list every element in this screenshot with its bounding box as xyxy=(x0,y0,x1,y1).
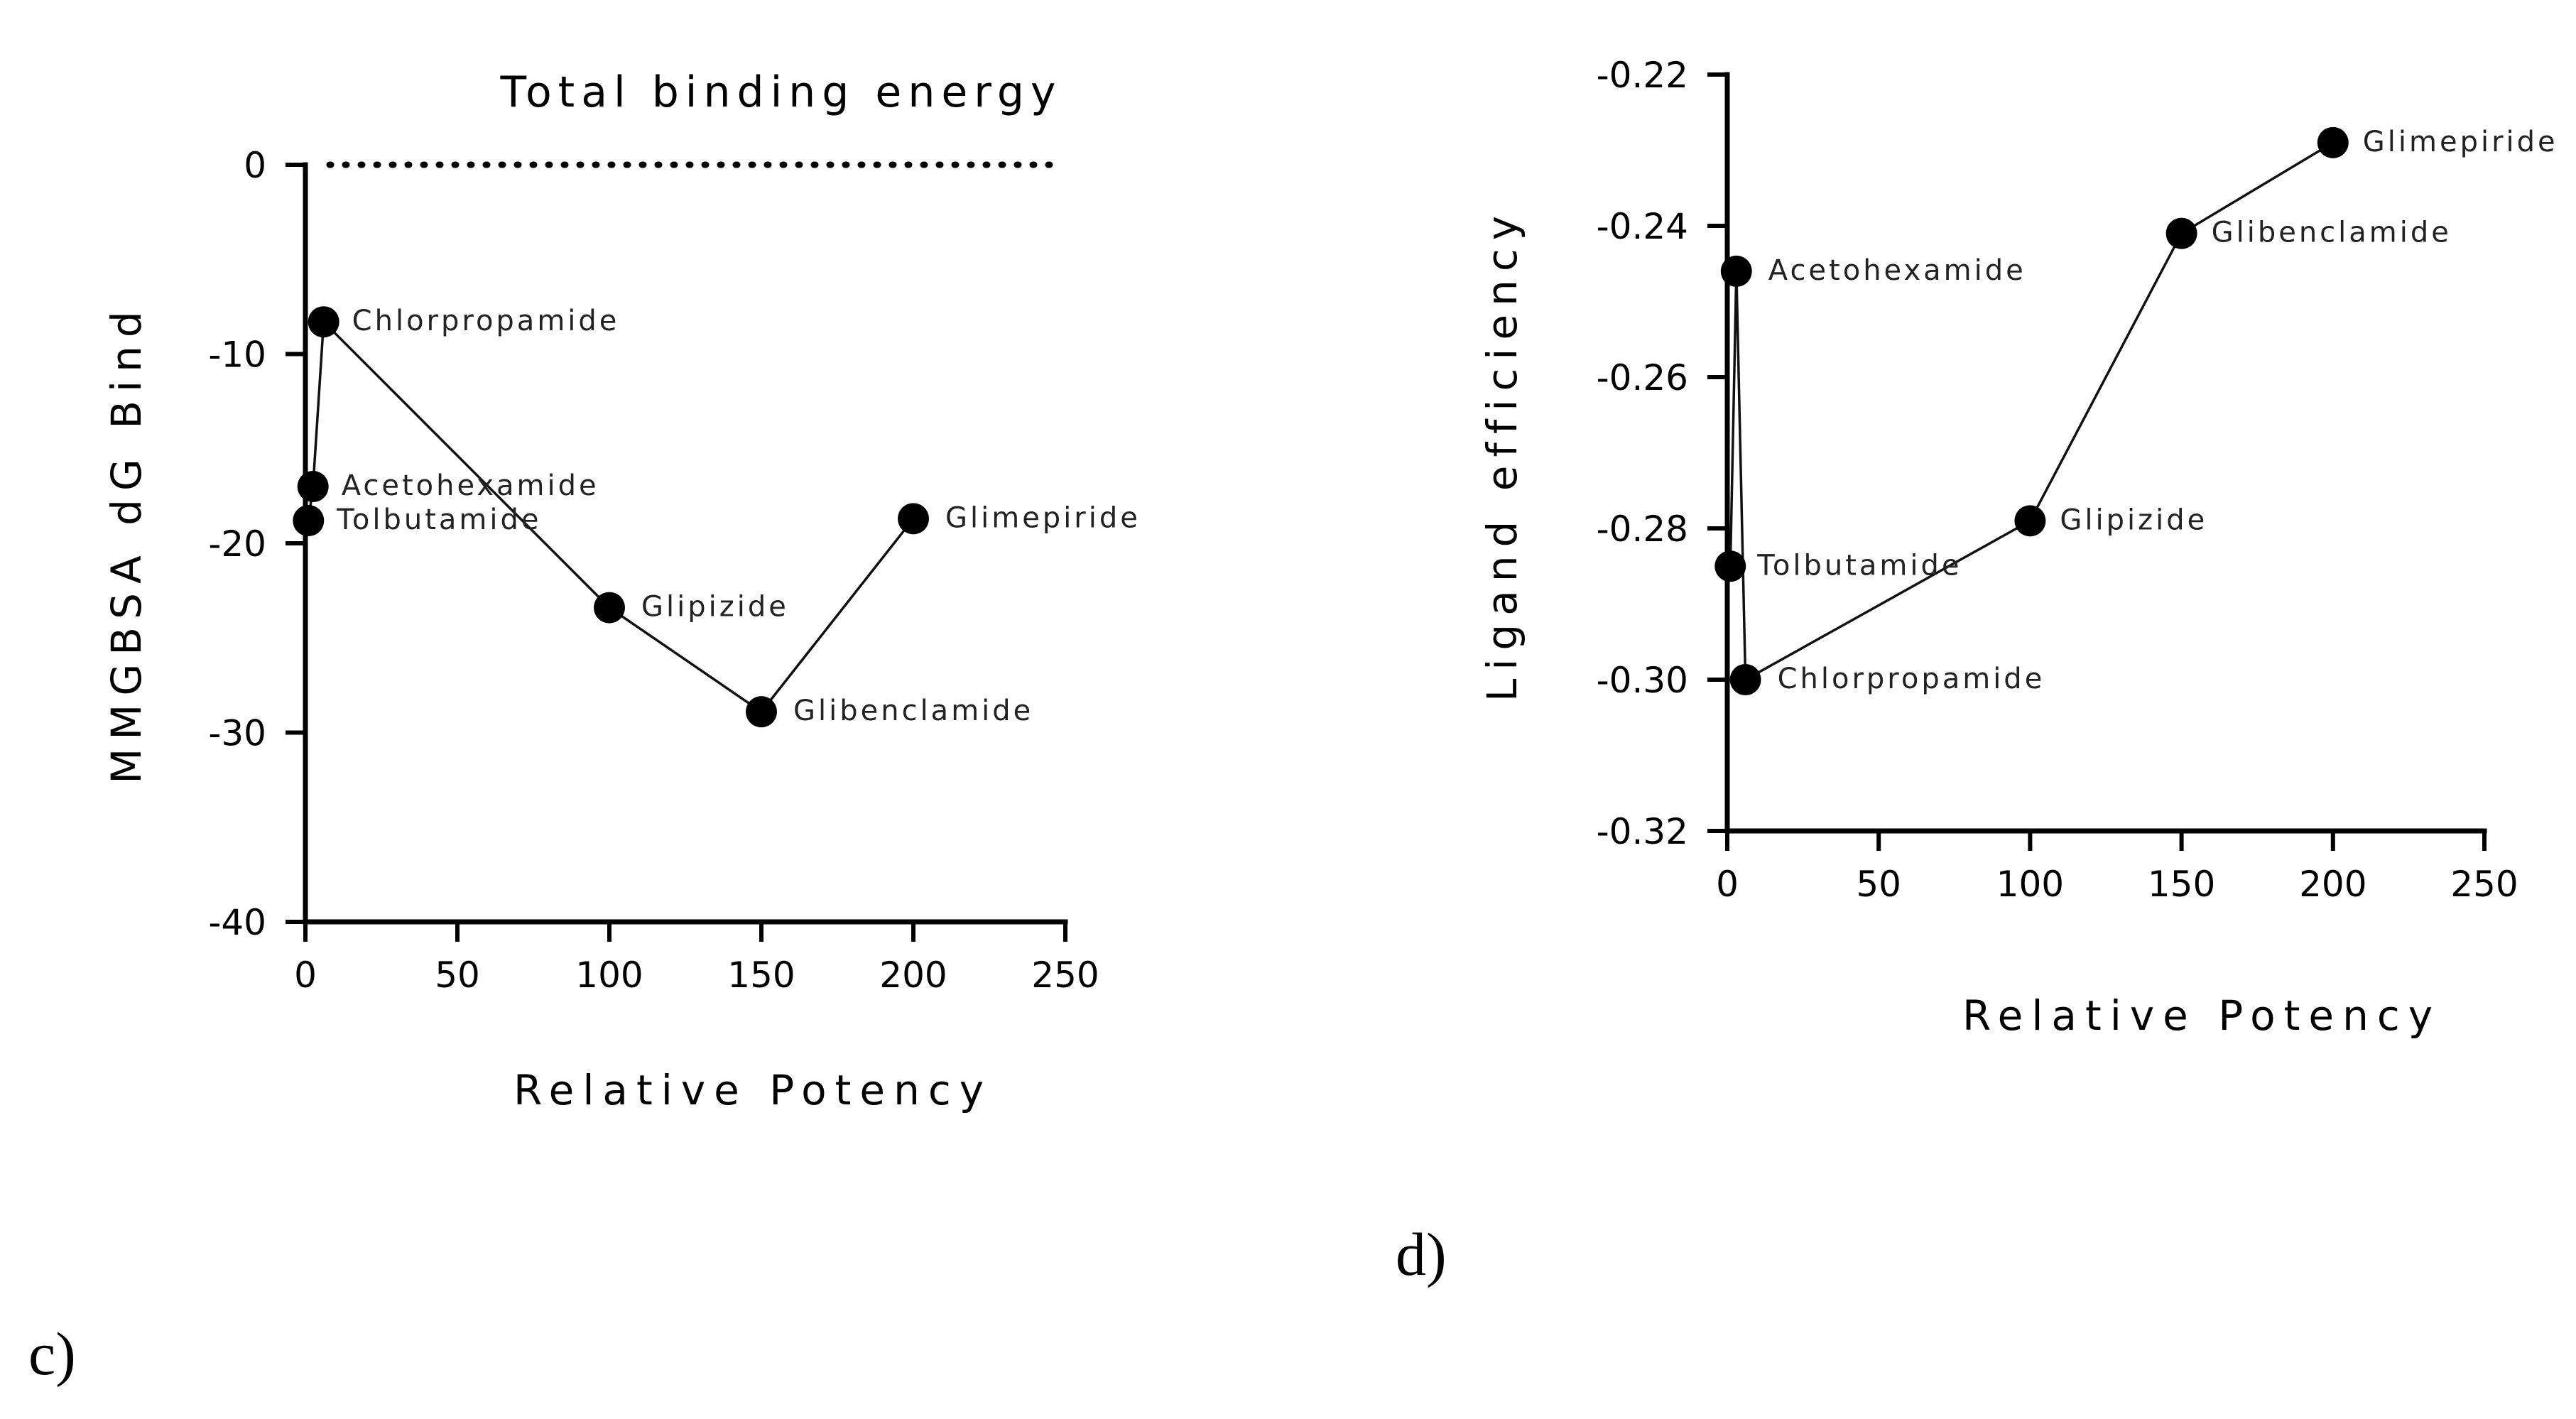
data-point-label: Chlorpropamide xyxy=(1778,663,2045,695)
y-tick-label: -0.24 xyxy=(1597,206,1688,247)
ticks-layer: 0 50 100 150 200 250 -0.22 -0.24 -0.26 -0.28 -0.30… xyxy=(1597,55,2518,905)
data-point-label: Tolbutamide xyxy=(336,504,541,536)
y-tick-label: -0.30 xyxy=(1597,660,1688,701)
x-tick-label: 100 xyxy=(1996,864,2064,905)
y-tick-label: -40 xyxy=(208,902,266,943)
ticks-layer: 0 50 100 150 200 250 0 -10 -20 -30 -40 xyxy=(208,145,1099,996)
x-tick-label: 100 xyxy=(575,955,643,996)
data-point xyxy=(2317,126,2349,158)
data-point xyxy=(308,306,339,338)
y-tick-label: -0.26 xyxy=(1597,357,1688,398)
y-tick-label: 0 xyxy=(244,145,266,186)
y-tick-label: -0.22 xyxy=(1597,55,1688,96)
x-tick-label: 150 xyxy=(727,955,795,996)
panel-label-c: c) xyxy=(28,1320,76,1388)
y-tick-label: -20 xyxy=(208,523,266,565)
chart-total-binding-energy: Total binding energy TolbutamideAcetohex… xyxy=(28,67,1141,1388)
series-layer: Tolbutamide Acetohexamide Chlorpropamide Gl… xyxy=(1714,126,2558,695)
data-point xyxy=(746,696,777,728)
data-point-label: Acetohexamide xyxy=(1768,254,2026,287)
data-point xyxy=(2165,217,2197,249)
x-tick-label: 250 xyxy=(2450,864,2518,905)
chart-title: Total binding energy xyxy=(500,67,1063,117)
data-point-label: Tolbutamide xyxy=(1756,549,1962,582)
y-tick-label: -10 xyxy=(208,335,266,376)
data-point-label: Glimepiride xyxy=(945,501,1141,534)
y-tick-label: -0.32 xyxy=(1597,811,1688,852)
data-point-label: Acetohexamide xyxy=(342,469,599,502)
data-point-label: Glibenclamide xyxy=(2212,217,2452,249)
chart-ligand-efficiency: Tolbutamide Acetohexamide Chlorpropamide Gl… xyxy=(1396,55,2558,1288)
x-axis-label: Relative Potency xyxy=(1962,991,2441,1040)
data-point xyxy=(297,471,329,503)
x-tick-label: 0 xyxy=(1716,864,1739,905)
y-axis-label: Ligand efficiency xyxy=(1478,207,1526,702)
data-point-label: Glibenclamide xyxy=(793,695,1033,727)
data-point-label: Chlorpropamide xyxy=(352,305,620,337)
data-point xyxy=(1714,550,1746,582)
data-point xyxy=(2014,505,2046,537)
x-tick-label: 0 xyxy=(294,955,317,996)
data-point-label: Glipizide xyxy=(641,591,789,624)
panel-label-d: d) xyxy=(1396,1220,1447,1288)
data-point-label: Glipizide xyxy=(2060,504,2207,536)
y-axis-label: MMGBSA dG Bind xyxy=(102,303,151,783)
x-tick-label: 250 xyxy=(1031,955,1099,996)
data-point xyxy=(293,505,325,537)
series-line xyxy=(1729,141,2334,682)
x-tick-label: 200 xyxy=(2299,864,2366,905)
x-tick-label: 50 xyxy=(435,955,480,996)
axes xyxy=(1724,72,2487,834)
axes xyxy=(303,162,1068,925)
data-point-label: Glimepiride xyxy=(2363,126,2558,158)
y-tick-label: -0.28 xyxy=(1597,509,1688,550)
x-tick-label: 200 xyxy=(879,955,947,996)
data-point xyxy=(898,503,929,535)
x-tick-label: 50 xyxy=(1856,864,1901,905)
x-tick-label: 150 xyxy=(2148,864,2215,905)
data-point xyxy=(594,592,625,624)
data-point xyxy=(1729,664,1761,695)
x-axis-label: Relative Potency xyxy=(513,1066,992,1114)
y-tick-label: -30 xyxy=(208,713,266,754)
